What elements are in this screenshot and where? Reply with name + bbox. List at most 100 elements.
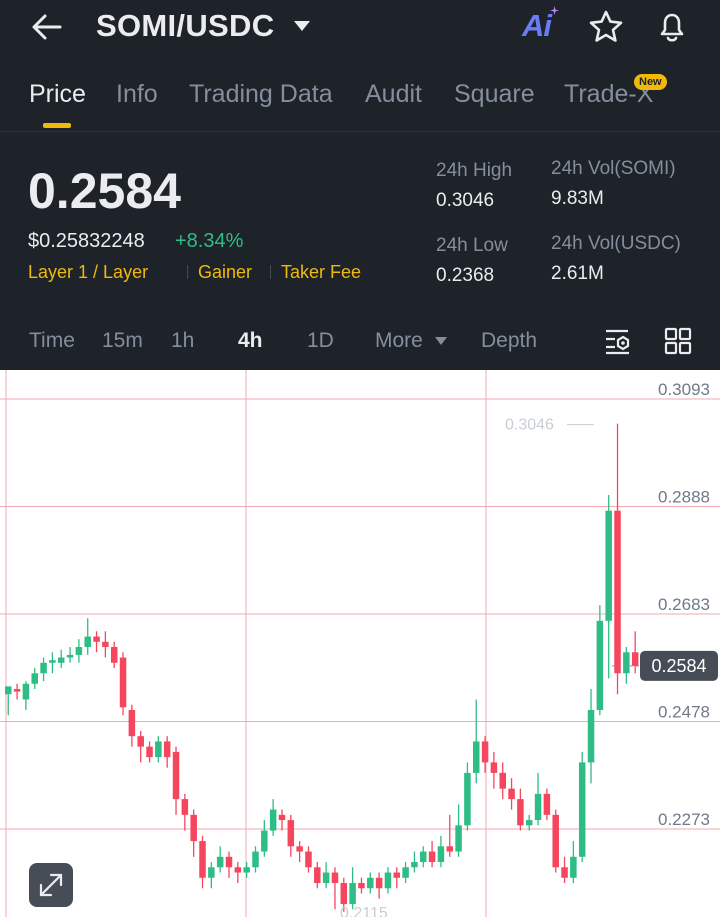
pair-title[interactable]: SOMI/USDC — [96, 8, 275, 43]
candle-body — [234, 867, 242, 873]
high-marker-label: 0.3046 — [505, 417, 554, 434]
tab-audit[interactable]: Audit — [365, 80, 422, 108]
candle-body — [614, 510, 621, 674]
candle-body — [587, 709, 595, 763]
candle-body — [216, 856, 224, 868]
candle-body — [305, 851, 312, 868]
candle-body — [119, 657, 127, 708]
candle-body — [384, 872, 392, 889]
chevron-down-icon[interactable] — [293, 20, 311, 32]
candle-body — [534, 793, 542, 821]
candle-body — [437, 846, 445, 863]
candle-body — [190, 814, 197, 842]
candle-body — [605, 510, 612, 621]
top-bar: SOMI/USDC Ai — [0, 0, 720, 56]
candle-body — [623, 652, 630, 674]
tab-info[interactable]: Info — [116, 80, 158, 108]
interval-1h[interactable]: 1h — [171, 329, 195, 352]
candle-body — [367, 877, 374, 889]
candle-body — [84, 636, 91, 648]
candle-body — [102, 641, 109, 648]
candle-body — [146, 746, 153, 758]
chevron-down-icon[interactable] — [435, 337, 447, 345]
high-label: 24h High — [436, 160, 513, 181]
candle-body — [269, 809, 277, 831]
tab-square[interactable]: Square — [454, 80, 535, 108]
candle-body — [375, 877, 383, 889]
candle-body — [252, 851, 259, 868]
last-price: 0.2584 — [28, 163, 181, 219]
star-icon[interactable] — [588, 9, 624, 45]
tag-taker-fee[interactable]: Taker Fee — [281, 262, 362, 282]
candle-body — [208, 867, 215, 878]
candle-body — [446, 846, 453, 852]
tab-price[interactable]: Price — [29, 80, 86, 108]
candle-body — [481, 741, 489, 763]
interval-more[interactable]: More — [375, 329, 423, 352]
candle-body — [525, 820, 533, 826]
price-change: +8.34% — [175, 230, 244, 252]
candle-body — [464, 772, 471, 826]
interval-time[interactable]: Time — [29, 329, 75, 352]
high-value: 0.3046 — [436, 190, 495, 211]
candle-body — [322, 872, 330, 884]
chart-settings-icon[interactable] — [603, 326, 633, 356]
candle-body — [13, 688, 21, 692]
expand-icon — [39, 873, 63, 897]
candle-body — [128, 709, 136, 737]
interval-bar: Time 15m 1h 4h 1D More Depth — [0, 318, 720, 370]
candle-body — [22, 683, 30, 700]
candle-body — [420, 851, 427, 863]
candle-body — [499, 772, 506, 789]
candle-body — [393, 872, 401, 878]
last-price-box — [640, 650, 718, 681]
candlestick-chart[interactable]: 0.3093 0.2888 0.2683 0.2478 0.2273 0.3046 0.21… — [0, 370, 720, 917]
y-tick-label: 0.2888 — [658, 488, 710, 507]
chart-canvas[interactable]: 0.3093 0.2888 0.2683 0.2478 0.2273 0.3046 0.21… — [0, 370, 720, 917]
tag-gainer[interactable]: Gainer — [198, 262, 253, 282]
y-tick-label: 0.2683 — [658, 595, 710, 614]
vol-quote-value: 2.61M — [551, 263, 604, 284]
interval-depth[interactable]: Depth — [481, 329, 538, 352]
interval-1d[interactable]: 1D — [307, 329, 334, 352]
bell-icon[interactable] — [654, 8, 690, 44]
candle-body — [349, 883, 356, 904]
candle-body — [570, 856, 577, 878]
candle-body — [278, 814, 286, 821]
candle-body — [110, 647, 118, 663]
active-tab-indicator — [43, 123, 71, 128]
candle-body — [66, 654, 74, 658]
candle-body — [49, 660, 56, 663]
usd-price: $0.25832248 — [28, 230, 145, 252]
y-tick-label: 0.2478 — [658, 703, 710, 722]
candle-body — [163, 741, 171, 758]
candle-body — [543, 793, 551, 815]
y-tick-label: 0.3093 — [658, 380, 710, 399]
interval-4h[interactable]: 4h — [238, 329, 263, 352]
grid-layout-icon[interactable] — [664, 327, 692, 355]
tab-trading-data[interactable]: Trading Data — [189, 80, 333, 108]
candle-body — [411, 862, 418, 868]
candle-body — [472, 741, 480, 773]
candle-body — [517, 799, 524, 826]
candle-body — [243, 867, 250, 873]
tab-bar: Price Info Trading Data Audit Square Tra… — [0, 70, 720, 132]
candle-body — [402, 867, 409, 878]
back-arrow-icon[interactable] — [30, 12, 64, 42]
low-label: 24h Low — [436, 235, 508, 256]
candle-body — [181, 799, 189, 815]
candle-body — [552, 814, 559, 868]
ai-icon[interactable]: Ai — [522, 8, 552, 43]
tag-layer[interactable]: Layer 1 / Layer — [28, 262, 149, 282]
expand-chart-button[interactable] — [29, 863, 73, 907]
interval-15m[interactable]: 15m — [102, 329, 143, 352]
candle-body — [340, 883, 348, 904]
candle-body — [296, 846, 303, 852]
new-badge: New — [634, 74, 667, 90]
candle-body — [225, 856, 233, 868]
candle-body — [40, 662, 47, 674]
last-price-label: 0.2584 — [651, 656, 706, 676]
low-marker-label: 0.2115 — [340, 905, 388, 917]
y-tick-label: 0.2273 — [658, 810, 710, 829]
vol-base-label: 24h Vol(SOMI) — [551, 158, 676, 179]
